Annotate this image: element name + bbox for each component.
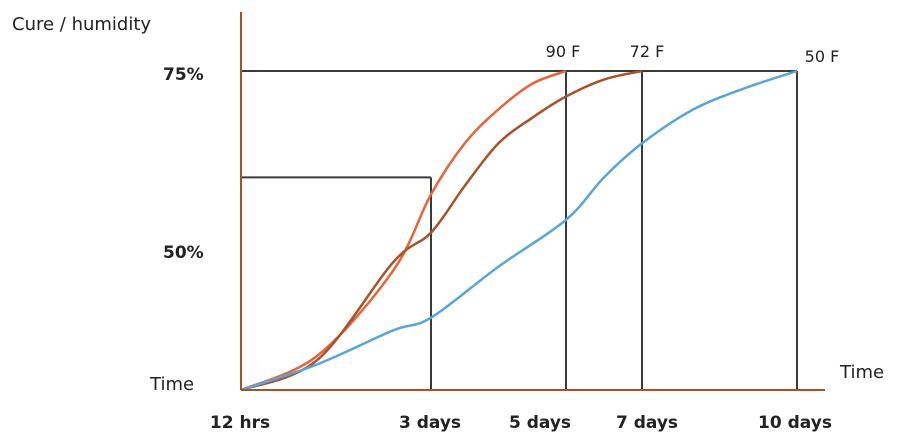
x-tick-label-12hrs: 12 hrs: [210, 413, 270, 433]
series-line-90f: [240, 69, 567, 392]
series-line-50f: [240, 69, 798, 392]
x-tick-label-7days: 7 days: [616, 413, 678, 433]
y-axis-title: Cure / humidity: [12, 14, 151, 35]
y-tick-label-75: 75%: [163, 65, 204, 85]
series-label-72f: 72 F: [630, 42, 665, 61]
x-tick-label-10days: 10 days: [758, 413, 832, 433]
origin-time-label: Time: [149, 374, 194, 395]
reference-lines: [241, 70, 798, 390]
series-line-72f: [240, 69, 643, 392]
x-tick-label-5days: 5 days: [509, 413, 571, 433]
y-tick-label-50: 50%: [163, 243, 204, 263]
x-tick-label-3days: 3 days: [399, 413, 461, 433]
x-axis-title: Time: [839, 362, 884, 383]
series-label-90f: 90 F: [546, 42, 581, 61]
series-label-50f: 50 F: [805, 47, 840, 66]
curves: [240, 69, 798, 392]
